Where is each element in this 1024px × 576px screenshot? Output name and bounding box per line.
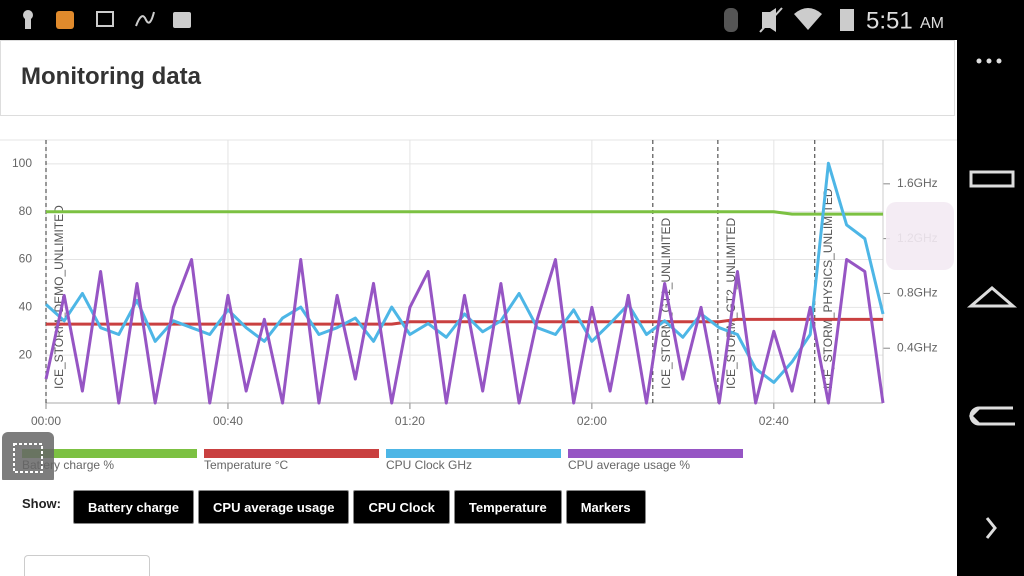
legend-label: CPU average usage % — [568, 458, 690, 472]
more-button[interactable] — [985, 517, 997, 539]
x-tick-label: 02:00 — [577, 414, 607, 428]
legend-swatch — [22, 449, 197, 458]
legend-swatch — [204, 449, 379, 458]
series-line — [44, 258, 885, 405]
home-button[interactable] — [966, 286, 1018, 308]
toggle-button[interactable]: Temperature — [453, 490, 562, 524]
toggle-button[interactable]: CPU average usage — [198, 490, 350, 524]
y-tick-label: 100 — [12, 156, 32, 170]
app-icon — [56, 11, 74, 29]
toggle-button[interactable]: Battery charge — [73, 490, 195, 524]
nav-icons — [966, 58, 1018, 539]
battery-icon — [840, 9, 854, 31]
clock-meridiem: AM — [920, 15, 944, 32]
image-icon — [96, 11, 114, 27]
x-tick-label: 01:20 — [395, 414, 425, 428]
app-widget — [886, 202, 954, 270]
y-tick-label: 60 — [19, 252, 33, 266]
toggle-button[interactable]: CPU Clock — [353, 490, 450, 524]
back-button[interactable] — [968, 406, 1015, 426]
y2-tick-label: 0.8GHz — [897, 286, 938, 300]
marker-label: ICE_STORM_PHYSICS_UNLIMITED — [821, 188, 835, 389]
y-tick-label: 20 — [19, 347, 33, 361]
menu-dot[interactable] — [996, 58, 1002, 64]
header: Monitoring data — [0, 40, 955, 116]
menu-dot[interactable] — [976, 58, 982, 64]
legend-swatch — [386, 449, 561, 458]
toggle-button[interactable]: Markers — [565, 490, 646, 524]
wifi-icon — [794, 8, 822, 30]
y-tick-label: 80 — [19, 204, 33, 218]
mute-slash — [759, 7, 783, 33]
y2-tick-label: 0.4GHz — [897, 340, 938, 354]
controls: Show: Battery charge CPU average usage CPU… — [22, 490, 650, 524]
marker-label: ICE_STORM_GT1_UNLIMITED — [659, 218, 673, 389]
menu-dot[interactable] — [986, 58, 992, 64]
y2-tick-label: 1.6GHz — [897, 176, 938, 190]
bluetooth-icon — [724, 8, 738, 32]
nav-bar — [957, 40, 1024, 576]
show-label: Show: — [22, 495, 61, 511]
x-tick-label: 00:40 — [213, 414, 243, 428]
status-bar: 5:51 AM — [0, 0, 1024, 40]
legend-label: Temperature °C — [204, 458, 288, 472]
y-tick-label: 40 — [19, 300, 33, 314]
crop-widget-icon — [13, 443, 43, 473]
legend-swatch — [568, 449, 743, 458]
status-icons: 5:51 AM — [23, 7, 944, 34]
chart: 204060801000.4GHz0.8GHz1.2GHz1.6GHz00:00… — [0, 139, 957, 480]
bag-icon — [173, 12, 191, 28]
page-title: Monitoring data — [21, 63, 201, 90]
series-line — [44, 161, 885, 384]
content: Monitoring data 20 40 60 80 100 0.4GHz 0.8GHz 1… — [0, 40, 957, 576]
button-stub[interactable] — [24, 555, 150, 576]
x-tick-label: 00:00 — [31, 414, 61, 428]
clock: 5:51 — [866, 7, 913, 34]
scribble-icon — [135, 11, 155, 27]
marker-label: ICE_STORM_DEMO_UNLIMITED — [52, 205, 66, 389]
key-icon — [25, 17, 31, 29]
recents-button[interactable] — [969, 170, 1015, 188]
series-line — [46, 210, 883, 216]
legend-label: CPU Clock GHz — [386, 458, 472, 472]
x-tick-label: 02:40 — [759, 414, 789, 428]
